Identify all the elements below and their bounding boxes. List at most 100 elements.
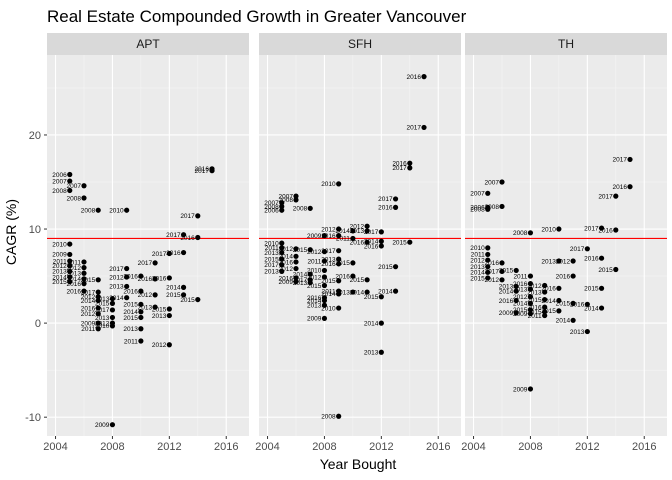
point-label: 2008 [470, 207, 485, 214]
point-label: 2016 [392, 160, 407, 167]
data-point [350, 260, 356, 266]
facet-strip-label: SFH [348, 37, 372, 51]
data-point [364, 239, 370, 245]
data-point [138, 309, 144, 315]
data-point [109, 320, 116, 326]
data-point [336, 261, 342, 267]
point-label: 2014 [556, 318, 571, 325]
x-axis-title: Year Bought [320, 456, 397, 472]
point-label: 2012 [109, 274, 124, 281]
data-point [81, 288, 87, 294]
point-label: 2008 [67, 195, 82, 202]
data-point [627, 156, 633, 163]
data-point [195, 296, 201, 303]
point-label: 2016 [350, 240, 365, 247]
point-label: 2007 [52, 178, 67, 185]
point-label: 2008 [513, 230, 528, 237]
data-point [138, 314, 144, 321]
data-point [364, 277, 370, 283]
data-point [570, 300, 576, 306]
point-label: 2016 [321, 233, 336, 240]
y-tick-label: 20 [29, 130, 41, 142]
data-point [81, 195, 87, 201]
point-label: 2008 [293, 206, 308, 213]
point-label: 2012 [556, 258, 571, 265]
point-label: 2012 [81, 311, 96, 318]
data-point [67, 171, 73, 178]
point-label: 2013 [95, 296, 110, 303]
data-point [570, 258, 576, 264]
point-label: 2008 [52, 188, 67, 195]
point-label: 2014 [123, 309, 138, 316]
point-label: 2014 [166, 285, 181, 292]
data-point [166, 306, 172, 312]
point-label: 2016 [541, 286, 556, 293]
data-point [95, 277, 101, 283]
panel-background [259, 55, 461, 436]
data-point [152, 260, 158, 266]
data-point [279, 203, 285, 210]
point-label: 2015 [293, 247, 308, 254]
data-point [293, 275, 299, 281]
data-point [293, 259, 299, 265]
point-label: 2016 [556, 273, 571, 280]
data-point [485, 190, 491, 196]
point-label: 2014 [378, 288, 393, 295]
data-point [67, 241, 73, 247]
point-label: 2014 [350, 289, 365, 296]
point-label: 2013 [264, 269, 279, 276]
point-label: 2012 [513, 294, 528, 301]
facet-strip [47, 33, 249, 55]
point-label: 2017 [95, 307, 110, 314]
point-label: 2016 [279, 275, 294, 282]
data-point [527, 311, 534, 317]
data-point [499, 203, 505, 210]
x-tick-label: 2016 [426, 441, 450, 453]
data-point [336, 413, 342, 419]
point-label: 2016 [180, 235, 195, 242]
point-label: 2014 [499, 288, 514, 295]
point-label: 2016 [195, 166, 210, 173]
point-label: 2013 [95, 315, 110, 322]
data-point [378, 294, 384, 300]
point-label: 2007 [485, 179, 500, 186]
data-point [279, 207, 285, 213]
x-tick-label: 2004 [43, 441, 67, 453]
data-point [570, 317, 576, 323]
point-label: 2013 [364, 350, 379, 357]
point-label: 2014 [81, 298, 96, 305]
data-point [293, 279, 299, 285]
data-point [95, 294, 101, 300]
point-label: 2007 [470, 191, 485, 198]
data-point [321, 258, 328, 264]
point-label: 2013 [470, 264, 485, 271]
point-label: 2008 [81, 208, 96, 215]
point-label: 2013 [541, 258, 556, 265]
data-point [124, 207, 130, 213]
data-point [613, 227, 619, 233]
data-point [378, 229, 384, 235]
point-label: 2011 [307, 258, 321, 265]
point-label: 2013 [570, 329, 585, 336]
point-label: 2015 [470, 275, 485, 282]
data-point [499, 179, 505, 185]
panel-background [47, 55, 249, 436]
data-point [336, 256, 342, 262]
point-label: 2015 [264, 256, 279, 263]
data-point [95, 305, 101, 311]
point-label: 2012 [95, 320, 110, 327]
point-label: 2015 [95, 301, 110, 308]
point-label: 2017 [109, 266, 124, 273]
data-point [542, 289, 548, 295]
data-point [407, 165, 413, 171]
data-point [67, 251, 73, 258]
point-label: 2017 [293, 277, 308, 284]
data-point [166, 250, 172, 257]
point-label: 2017 [166, 232, 181, 239]
point-label: 2012 [485, 277, 500, 284]
point-label: 2017 [392, 165, 407, 172]
point-label: 2015 [527, 309, 542, 316]
data-point [152, 276, 158, 282]
facet-panel-th: TH20172016201720072007200820062008200820… [465, 33, 667, 436]
point-label: 2014 [109, 295, 124, 302]
